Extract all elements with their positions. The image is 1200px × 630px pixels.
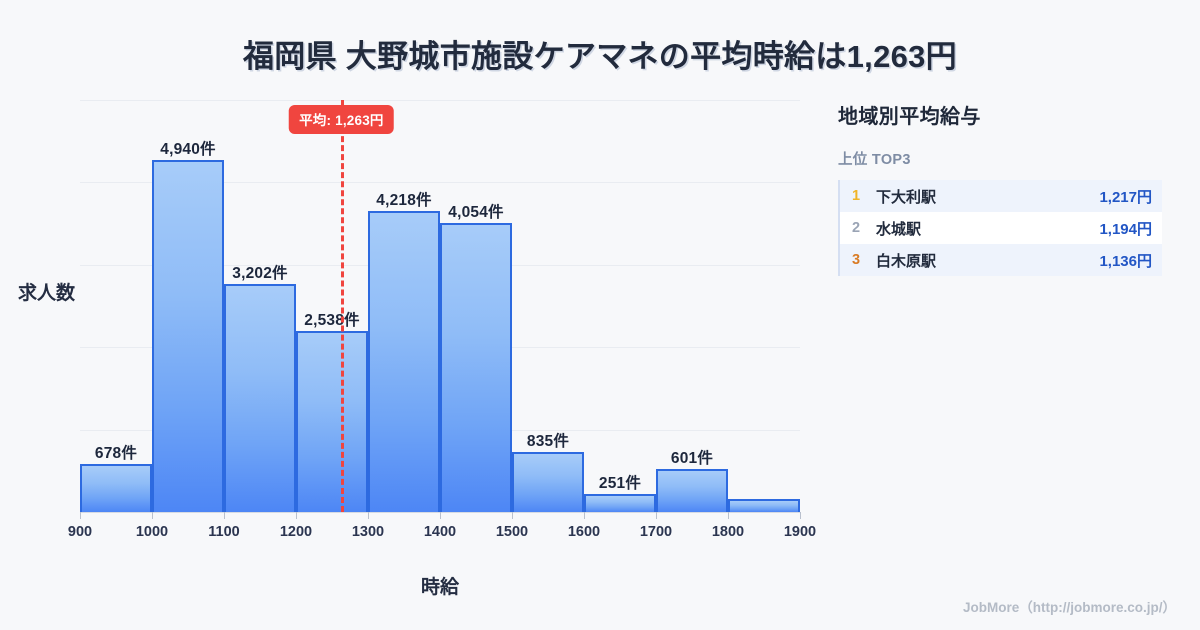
bar-value-label: 4,940件 xyxy=(160,140,216,158)
gridline xyxy=(80,182,800,184)
rank-number: 3 xyxy=(852,252,861,268)
bar-value-label: 251件 xyxy=(598,475,642,493)
x-axis-title: 時給 xyxy=(420,577,459,598)
histogram-bar xyxy=(440,223,512,512)
rank-number: 1 xyxy=(852,188,861,204)
x-tick-label: 1500 xyxy=(495,524,529,540)
x-tick xyxy=(728,512,729,519)
rank-area-name: 水城駅 xyxy=(876,220,922,238)
page-title: 福岡県 大野城市施設ケアマネの平均時給は1,263円 xyxy=(243,39,957,74)
x-tick-label: 1000 xyxy=(135,524,169,540)
x-tick xyxy=(368,512,369,519)
x-tick xyxy=(656,512,657,519)
average-badge: 平均: 1,263円 xyxy=(289,105,394,134)
histogram-bar xyxy=(224,283,296,512)
x-tick-label: 1200 xyxy=(279,524,313,540)
bar-value-label: 4,218件 xyxy=(376,192,432,210)
rank-area-name: 下大利駅 xyxy=(876,188,937,206)
footer-attribution: JobMore（http://jobmore.co.jp/） xyxy=(963,600,1176,615)
histogram-bar xyxy=(368,211,440,512)
x-tick-label: 1800 xyxy=(711,524,745,540)
x-tick-label: 1100 xyxy=(208,524,240,540)
bar-value-label: 835件 xyxy=(526,433,570,451)
histogram-bar xyxy=(656,469,728,512)
y-axis-title: 求人数 xyxy=(18,283,76,304)
x-tick xyxy=(296,512,297,519)
rank-area-name: 白木原駅 xyxy=(876,252,937,270)
ranking-row[interactable]: 2 水城駅 1,194円 xyxy=(840,212,1162,244)
x-tick-label: 900 xyxy=(67,524,93,540)
ranking-row[interactable]: 3 白木原駅 1,136円 xyxy=(840,244,1162,276)
histogram-bar xyxy=(296,331,368,512)
x-tick-label: 1900 xyxy=(783,524,817,540)
x-tick xyxy=(440,512,441,519)
x-tick-label: 1700 xyxy=(639,524,673,540)
ranking-table: 1 下大利駅 1,217円 2 水城駅 1,194円 3 白木原駅 1,136円 xyxy=(838,180,1162,276)
x-tick xyxy=(512,512,513,519)
x-tick xyxy=(224,512,225,519)
bar-value-label: 678件 xyxy=(94,444,138,462)
histogram-bar xyxy=(728,499,800,512)
x-tick xyxy=(800,512,801,519)
histogram-bar xyxy=(584,494,656,512)
bar-value-label: 2,538件 xyxy=(304,312,360,330)
rank-wage-value: 1,217円 xyxy=(1099,188,1152,206)
histogram-bar xyxy=(80,463,152,512)
x-tick-label: 1400 xyxy=(423,524,457,540)
sidebar-subtitle: 上位 TOP3 xyxy=(838,152,911,168)
gridline xyxy=(80,100,800,101)
x-tick-label: 1300 xyxy=(351,524,385,540)
x-tick xyxy=(584,512,585,519)
bar-value-label: 601件 xyxy=(670,450,714,468)
bar-value-label: 4,054件 xyxy=(448,204,504,222)
sidebar: 地域別平均給与 上位 TOP3 1 下大利駅 1,217円 2 水城駅 1,194円 3 白木… xyxy=(838,100,1168,276)
average-line xyxy=(341,100,345,512)
histogram-bar xyxy=(512,452,584,512)
chart-area: 求人数 678件 4,940件 3,202件 2,538件 4,218件 4,054件 83… xyxy=(18,100,817,598)
bar-value-label: 3,202件 xyxy=(232,264,288,282)
x-tick-label: 1600 xyxy=(567,524,601,540)
plot-area: 678件 4,940件 3,202件 2,538件 4,218件 4,054件 835件 25… xyxy=(80,100,800,512)
histogram-bar xyxy=(152,159,224,512)
rank-wage-value: 1,136円 xyxy=(1099,252,1152,270)
rank-wage-value: 1,194円 xyxy=(1099,220,1152,238)
x-tick xyxy=(80,512,81,519)
sidebar-title: 地域別平均給与 xyxy=(838,106,981,128)
x-tick xyxy=(152,512,153,519)
ranking-row[interactable]: 1 下大利駅 1,217円 xyxy=(840,180,1162,212)
rank-number: 2 xyxy=(852,220,861,236)
